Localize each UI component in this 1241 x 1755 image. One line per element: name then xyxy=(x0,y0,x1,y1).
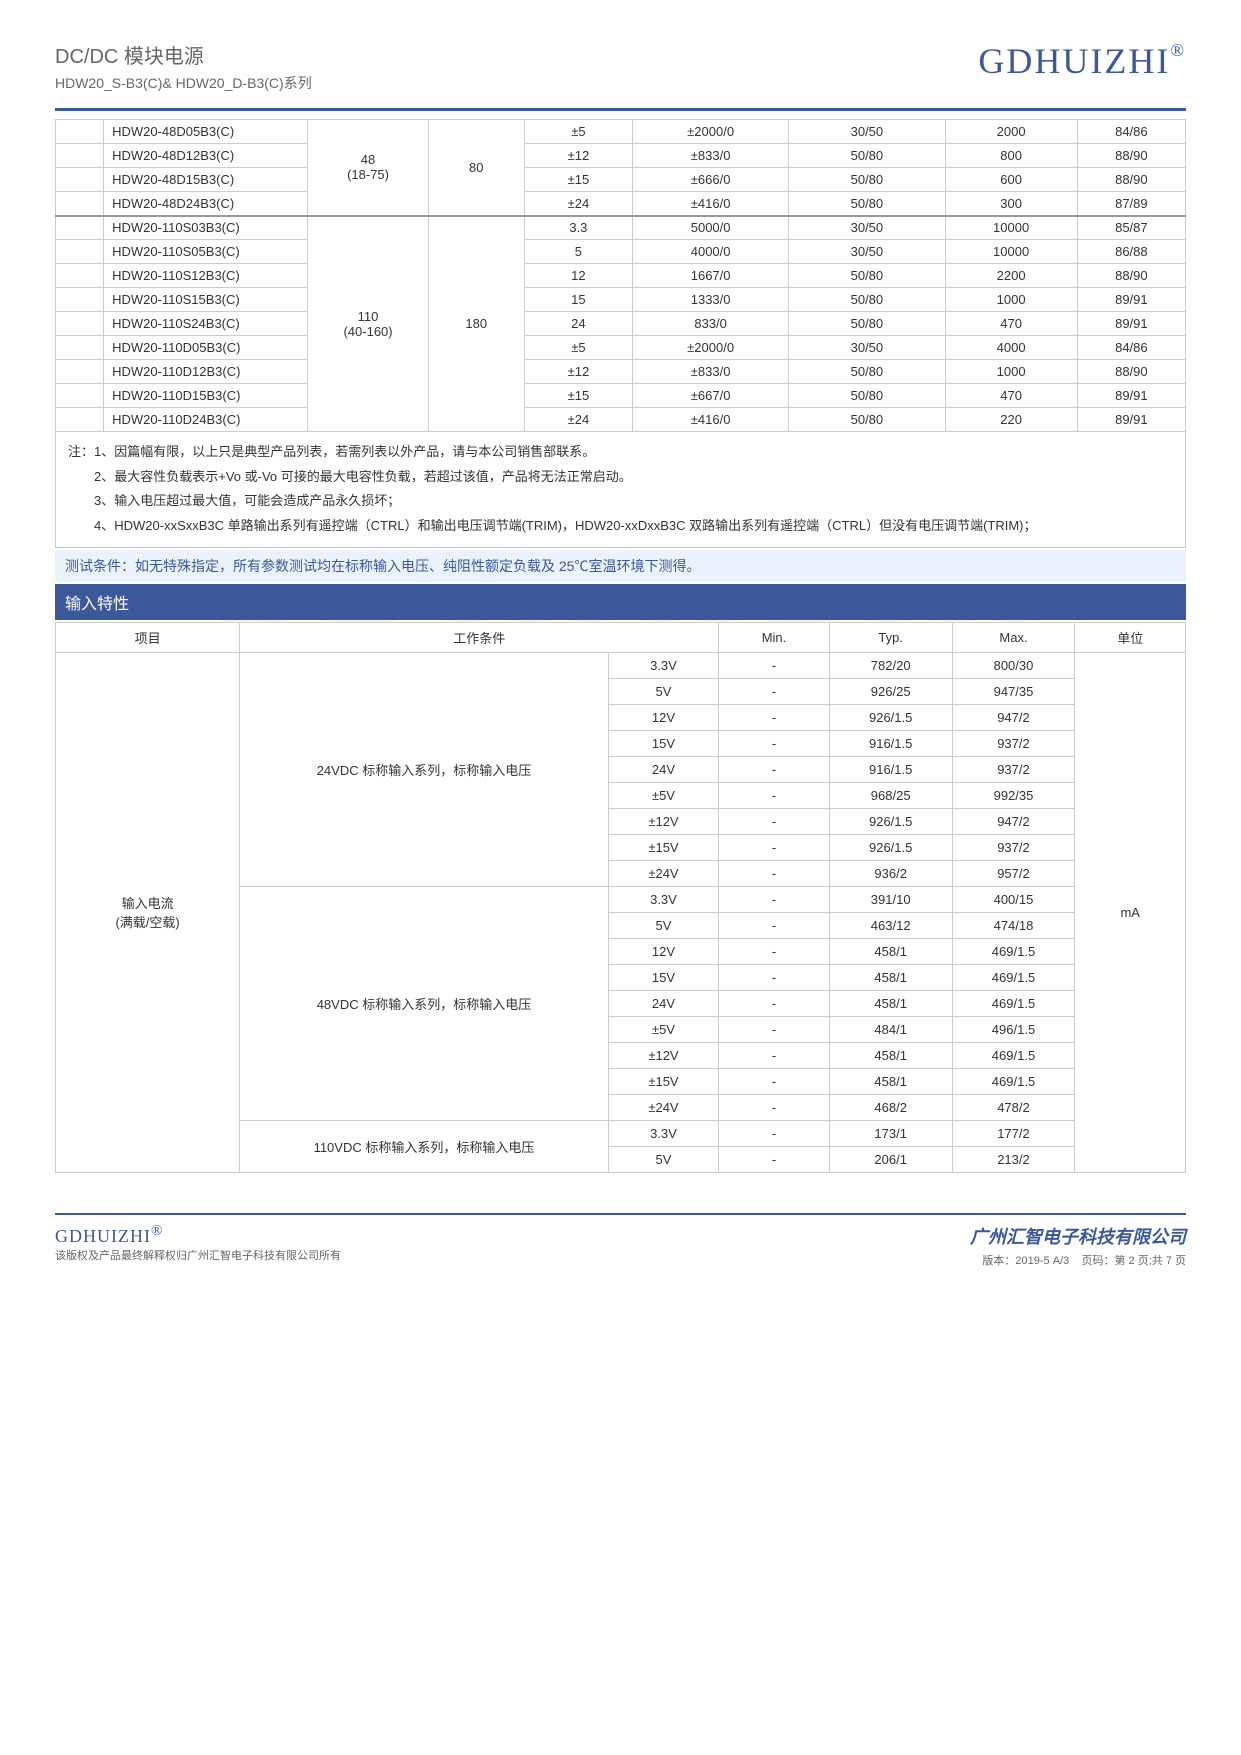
section-title: 输入特性 xyxy=(55,584,1186,620)
col-cond: 工作条件 xyxy=(240,622,719,652)
col-max: Max. xyxy=(952,622,1075,652)
page-footer: GDHUIZHI® 该版权及产品最终解释权归广州汇智电子科技有限公司所有 广州汇… xyxy=(55,1213,1186,1268)
col-min: Min. xyxy=(719,622,830,652)
col-item: 项目 xyxy=(56,622,240,652)
brand-logo: GDHUIZHI® xyxy=(978,40,1186,82)
doc-title: DC/DC 模块电源 xyxy=(55,40,312,69)
note-3: 3、输入电压超过最大值，可能会造成产品永久损坏； xyxy=(68,489,1173,514)
doc-subtitle: HDW20_S-B3(C)& HDW20_D-B3(C)系列 xyxy=(55,73,312,93)
input-spec-table: 项目 工作条件 Min. Typ. Max. 单位 输入电流 (满载/空载)24… xyxy=(55,622,1186,1173)
col-unit: 单位 xyxy=(1075,622,1186,652)
header-divider xyxy=(55,108,1186,111)
test-conditions: 测试条件：如无特殊指定，所有参数测试均在标称输入电压、纯阻性额定负载及 25℃室… xyxy=(55,550,1186,582)
note-1: 注：1、因篇幅有限，以上只是典型产品列表，若需列表以外产品，请与本公司销售部联系… xyxy=(68,440,1173,465)
footer-meta: 版本：2019-5 A/3 页码：第 2 页;共 7 页 xyxy=(970,1252,1186,1268)
copyright: 该版权及产品最终解释权归广州汇智电子科技有限公司所有 xyxy=(55,1247,341,1263)
col-typ: Typ. xyxy=(829,622,952,652)
note-4: 4、HDW20-xxSxxB3C 单路输出系列有遥控端（CTRL）和输出电压调节… xyxy=(68,514,1173,539)
note-2: 2、最大容性负载表示+Vo 或-Vo 可接的最大电容性负载，若超过该值，产品将无… xyxy=(68,465,1173,490)
footer-brand: GDHUIZHI® xyxy=(55,1223,341,1247)
page-header: DC/DC 模块电源 HDW20_S-B3(C)& HDW20_D-B3(C)系… xyxy=(55,40,1186,93)
company-name: 广州汇智电子科技有限公司 xyxy=(970,1223,1186,1249)
notes-block: 注：1、因篇幅有限，以上只是典型产品列表，若需列表以外产品，请与本公司销售部联系… xyxy=(55,432,1186,548)
product-table: HDW20-48D05B3(C)48(18-75)80±5±2000/030/5… xyxy=(55,119,1186,432)
